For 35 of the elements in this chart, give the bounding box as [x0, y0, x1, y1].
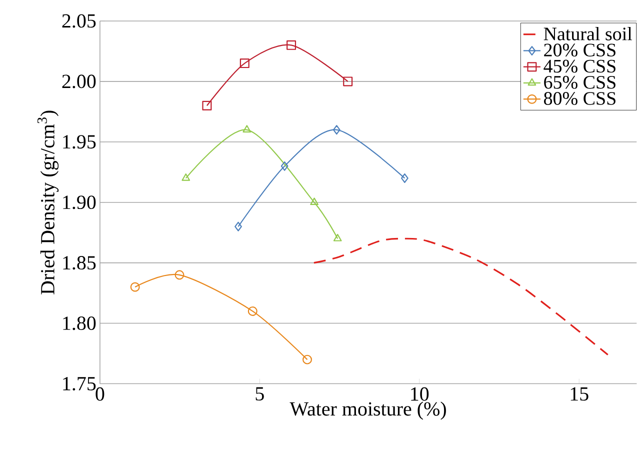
- legend-label: Natural soil: [544, 27, 632, 40]
- point: [400, 174, 408, 184]
- legend-label: 80% CSS: [544, 92, 616, 106]
- x-tick-label: 15: [570, 387, 588, 401]
- line-series: [313, 238, 609, 356]
- x-tick-label: 10: [411, 387, 429, 401]
- x-tick-label: 5: [256, 387, 264, 401]
- y-tick-label: 1.85: [63, 256, 96, 270]
- point: [182, 174, 190, 181]
- legend-label: 20% CSS: [544, 44, 616, 57]
- legend-label: 65% CSS: [544, 76, 616, 89]
- point: [248, 306, 258, 316]
- legend-label: 45% CSS: [544, 60, 616, 73]
- x-axis-title: Water moisture (%): [290, 402, 446, 420]
- y-tick-label: 1.90: [63, 196, 96, 210]
- point: [333, 234, 342, 242]
- y-axis-title: Dried Density (gr/cm$^{3}$): [37, 110, 59, 294]
- y-tick-label: 2.05: [62, 14, 96, 28]
- y-tick-label: 2.00: [62, 74, 96, 88]
- x-tick-label: 0: [96, 387, 104, 401]
- point: [280, 161, 288, 171]
- point: [310, 198, 318, 206]
- y-tick-label: 1.75: [63, 377, 96, 391]
- y-tick-label: 1.80: [63, 316, 96, 330]
- point: [174, 270, 184, 280]
- y-tick-label: 1.95: [63, 135, 96, 149]
- point: [343, 76, 353, 86]
- point: [202, 101, 212, 111]
- point: [286, 40, 296, 50]
- point: [302, 354, 312, 364]
- point: [242, 125, 252, 133]
- point: [332, 125, 340, 135]
- point: [234, 222, 242, 232]
- point: [130, 282, 140, 292]
- point: [240, 58, 250, 68]
